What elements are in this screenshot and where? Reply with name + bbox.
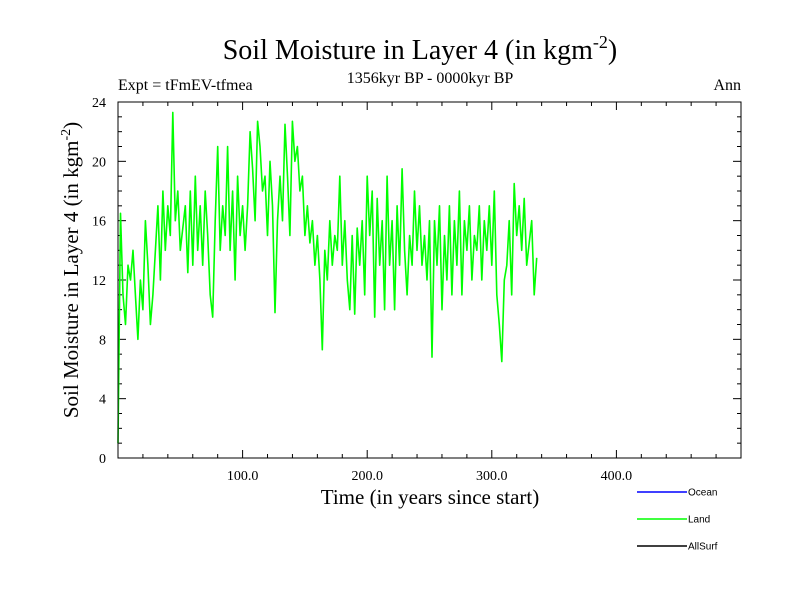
- series-layer: [117, 111, 538, 444]
- x-tick-label: 200.0: [351, 469, 383, 484]
- y-tick-label: 8: [99, 333, 106, 348]
- y-tick-label: 24: [92, 96, 106, 111]
- chart-subtitle: 1356kyr BP - 0000kyr BP: [347, 70, 514, 87]
- x-axis-label: Time (in years since start): [321, 485, 540, 509]
- axis-ticks: 0 4 8 12 16 20 24 100.0 200.0 300.0 400.0: [92, 96, 741, 484]
- y-tick-label: 16: [92, 215, 106, 230]
- legend-label: AllSurf: [688, 542, 718, 553]
- y-tick-label: 4: [99, 393, 106, 408]
- legend-label: Ocean: [688, 488, 717, 499]
- x-tick-label: 100.0: [227, 469, 259, 484]
- season-label: Ann: [713, 77, 741, 94]
- x-tick-label: 400.0: [601, 469, 633, 484]
- y-axis-label: Soil Moisture in Layer 4 (in kgm-2): [59, 122, 83, 418]
- x-tick-label: 300.0: [476, 469, 508, 484]
- y-tick-label: 0: [99, 452, 106, 467]
- series-line-land: [117, 111, 538, 444]
- plot-frame: [117, 101, 742, 459]
- legend-label: Land: [688, 515, 710, 526]
- legend: Ocean Land AllSurf: [637, 488, 718, 553]
- y-tick-label: 20: [92, 155, 106, 170]
- chart-title: Soil Moisture in Layer 4 (in kgm-2): [223, 32, 618, 66]
- y-tick-label: 12: [92, 274, 106, 289]
- experiment-label: Expt = tFmEV-tfmea: [118, 77, 253, 94]
